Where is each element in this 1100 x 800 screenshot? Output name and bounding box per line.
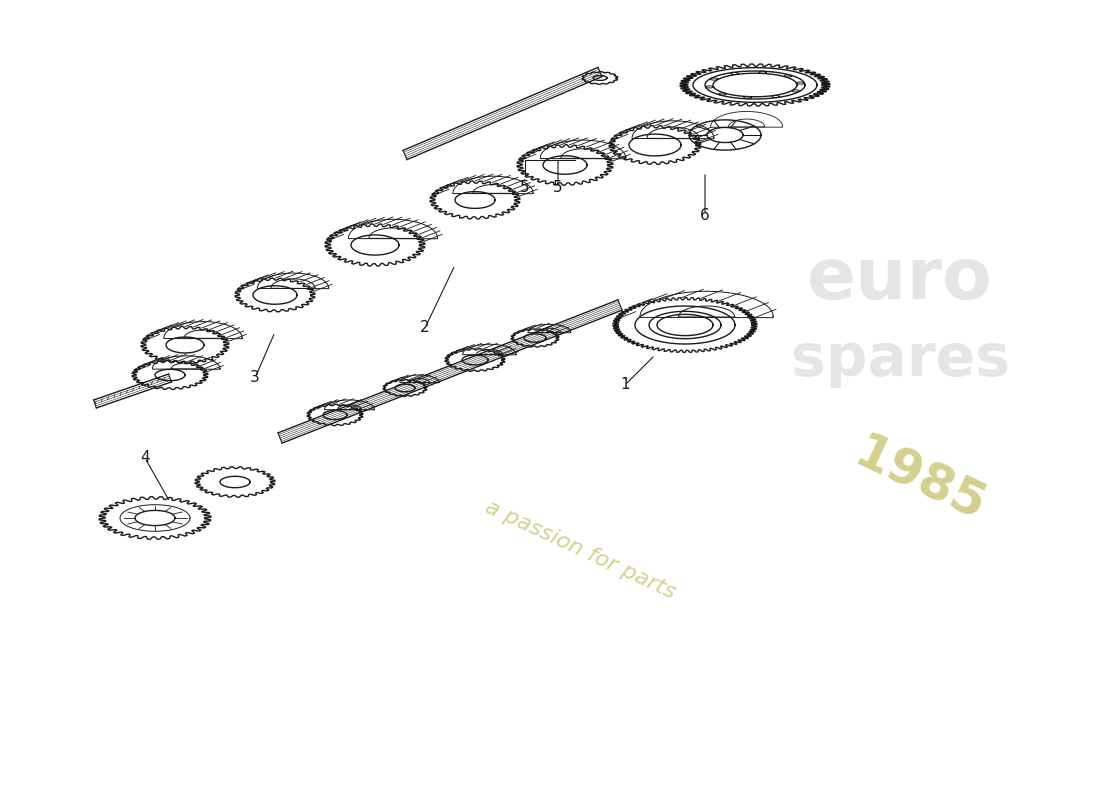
Text: 5: 5 <box>553 181 563 195</box>
Text: euro: euro <box>807 246 993 314</box>
Text: spares: spares <box>791 331 1010 389</box>
Text: 2: 2 <box>420 321 430 335</box>
Text: 3: 3 <box>250 370 260 386</box>
Text: 4: 4 <box>140 450 150 466</box>
Text: 1985: 1985 <box>847 429 993 531</box>
Text: a passion for parts: a passion for parts <box>482 497 679 603</box>
Text: 1: 1 <box>620 378 630 393</box>
Text: 6: 6 <box>700 207 710 222</box>
Text: 5: 5 <box>520 181 530 195</box>
